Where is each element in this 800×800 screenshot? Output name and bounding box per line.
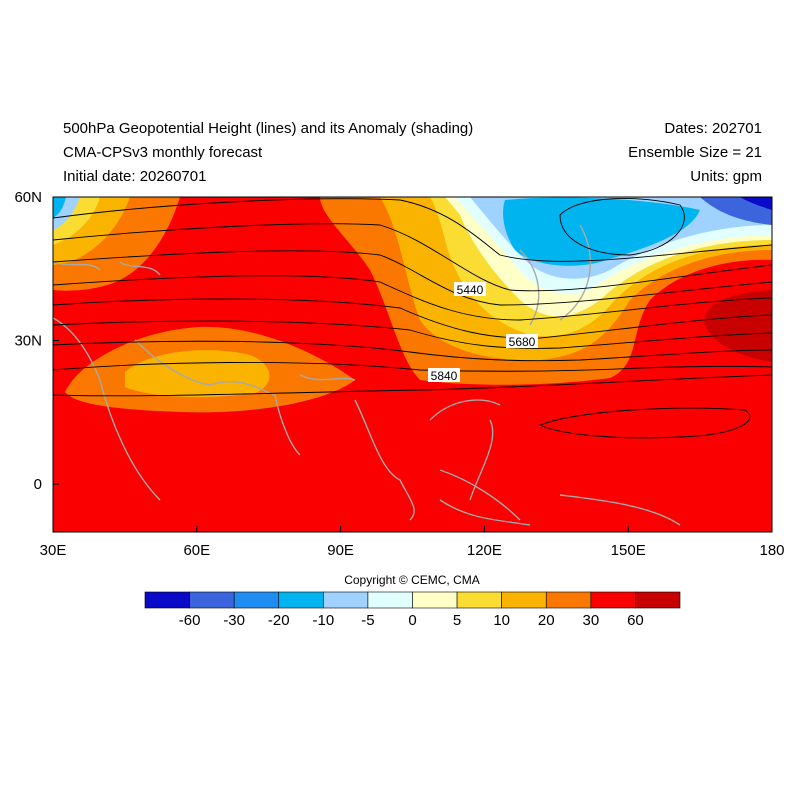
- ensemble-size: Ensemble Size = 21: [628, 144, 762, 161]
- colorbar-label: 60: [627, 612, 644, 629]
- colorbar-label: 30: [582, 612, 599, 629]
- y-tick-label: 30N: [14, 333, 42, 350]
- x-tick-label: 60E: [183, 542, 210, 559]
- colorbar-box: [412, 591, 458, 609]
- colorbar-box: [233, 591, 280, 609]
- colorbar-box: [367, 591, 413, 609]
- initial-date: Initial date: 20260701: [63, 168, 206, 185]
- colorbar-box: [278, 591, 324, 609]
- x-tick-label: 30E: [40, 542, 67, 559]
- x-tick-label: 120E: [467, 542, 502, 559]
- colorbar-label: -30: [223, 612, 245, 629]
- subtitle: CMA-CPSv3 monthly forecast: [63, 144, 263, 161]
- map-frame: [52, 196, 773, 533]
- coastlines: [53, 224, 681, 526]
- map-shading: [53, 197, 772, 532]
- title: 500hPa Geopotential Height (lines) and i…: [63, 120, 473, 137]
- colorbar-box: [189, 591, 235, 609]
- contour-label: 5840: [431, 369, 458, 383]
- dates: Dates: 202701: [664, 120, 762, 137]
- contour-label: 5440: [457, 283, 484, 297]
- colorbar-box: [501, 591, 547, 609]
- colorbar-label: 10: [493, 612, 510, 629]
- colorbar-box: [635, 591, 681, 609]
- colorbar-label: -5: [361, 612, 374, 629]
- colorbar-label: 0: [408, 612, 416, 629]
- copyright: Copyright © CEMC, CMA: [344, 573, 480, 587]
- colorbar-box: [456, 591, 502, 609]
- units: Units: gpm: [690, 168, 762, 185]
- colorbar-box: [590, 591, 636, 609]
- y-tick-label: 0: [34, 476, 42, 493]
- contour-label-bg: [428, 368, 460, 382]
- colorbar-label: -60: [179, 612, 201, 629]
- contour-label-bg: [506, 334, 538, 348]
- colorbar-box: [323, 591, 369, 609]
- colorbar-box: [545, 591, 592, 609]
- colorbar-label: -10: [312, 612, 334, 629]
- x-tick-label: 90E: [327, 542, 354, 559]
- contour-label: 5680: [509, 335, 536, 349]
- colorbar: -60 -30 -20 -10 -5 0 5 10 20 30 60: [144, 591, 681, 629]
- colorbar-label: -20: [268, 612, 290, 629]
- x-tick-label: 180: [759, 542, 784, 559]
- colorbar-box: [144, 591, 190, 609]
- x-tick-label: 150E: [611, 542, 646, 559]
- contour-label-bg: [454, 282, 486, 296]
- colorbar-label: 20: [538, 612, 555, 629]
- colorbar-label: 5: [453, 612, 461, 629]
- contours: [53, 197, 772, 439]
- y-tick-label: 60N: [14, 189, 42, 206]
